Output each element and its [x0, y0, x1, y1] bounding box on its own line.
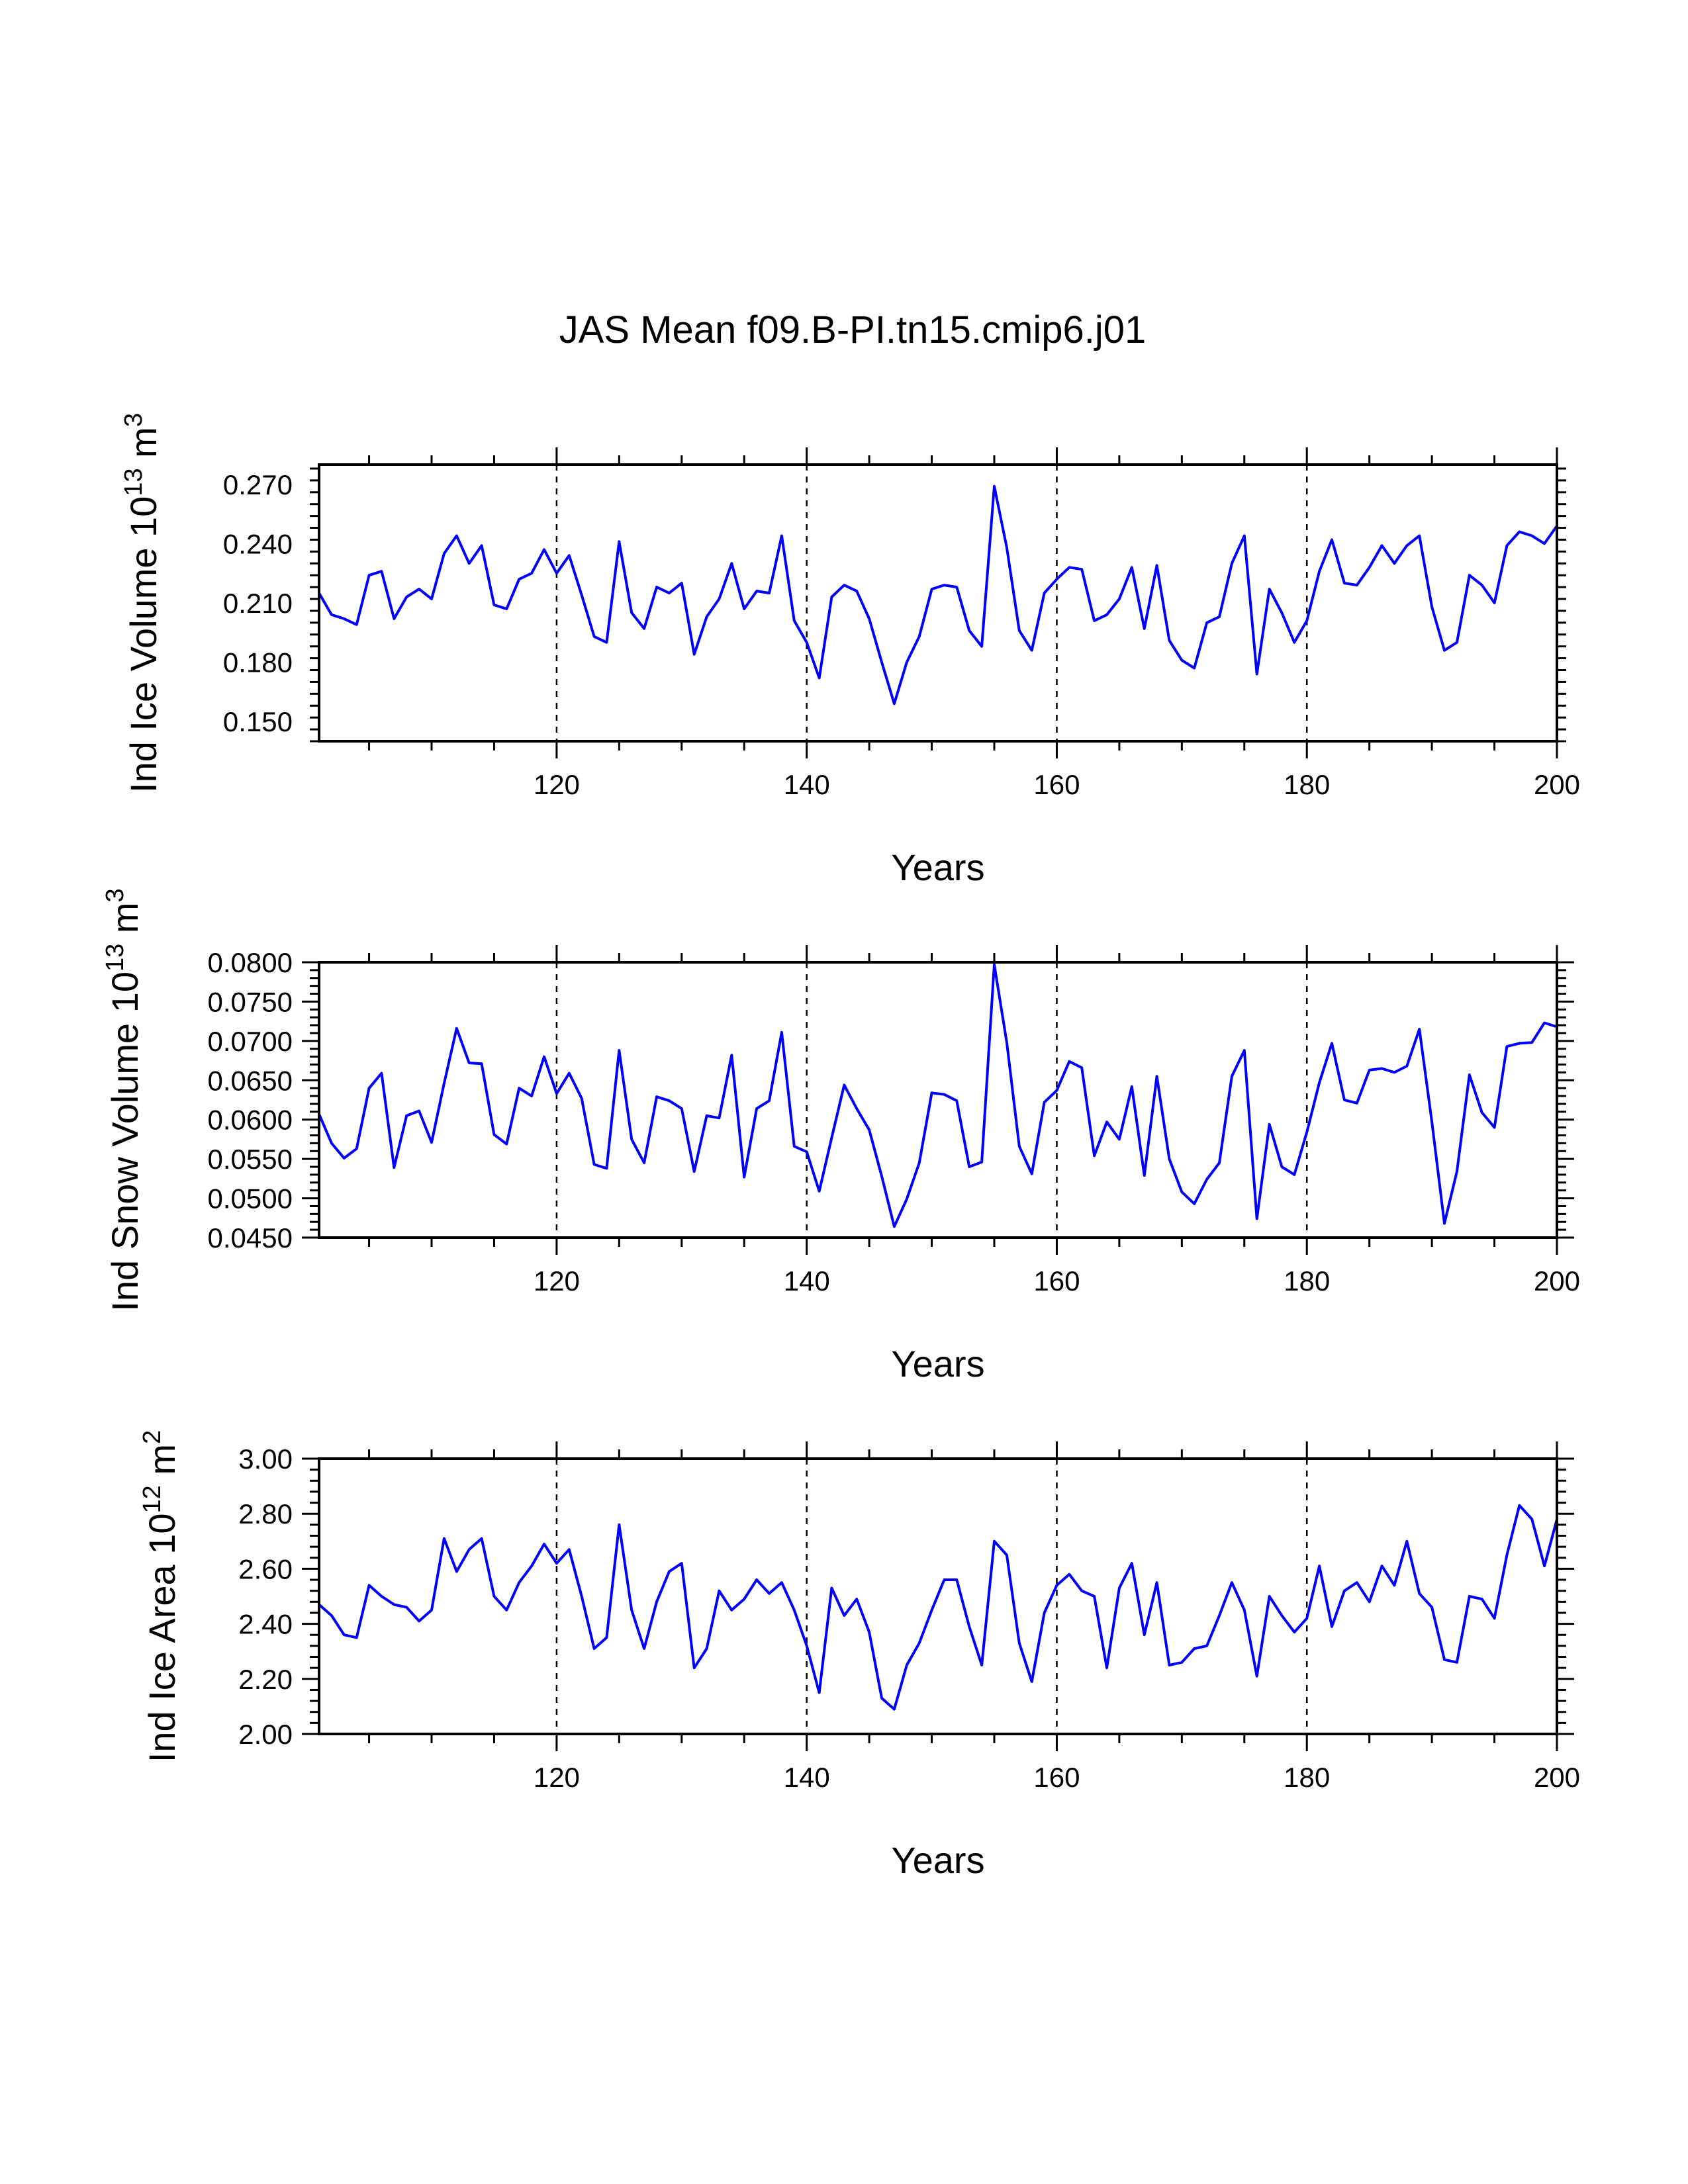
y-tick-label: 0.210	[223, 588, 293, 619]
grid-lines	[555, 465, 1308, 741]
x-tick-label: 180	[1284, 769, 1330, 800]
y-tick-label: 2.80	[238, 1498, 293, 1529]
y-tick-label: 0.0600	[208, 1105, 293, 1136]
x-axis-title: Years	[891, 846, 984, 888]
x-tick-label: 200	[1534, 769, 1580, 800]
plot-frame	[318, 463, 1558, 743]
x-tick-label: 200	[1534, 1265, 1580, 1297]
figure-title: JAS Mean f09.B-PI.tn15.cmip6.j01	[559, 308, 1147, 351]
series-line-ice-volume	[318, 484, 1558, 705]
y-axis-title: Ind Ice Area 1012 m2	[138, 1430, 183, 1762]
tick-marks	[302, 945, 1574, 1255]
y-tick-label: 0.180	[223, 647, 293, 678]
grid-lines	[555, 1459, 1308, 1734]
plot-frame	[318, 961, 1558, 1239]
x-tick-label: 180	[1284, 1265, 1330, 1297]
y-tick-label: 0.240	[223, 528, 293, 559]
y-tick-label: 0.0550	[208, 1144, 293, 1175]
x-tick-label: 180	[1284, 1762, 1330, 1793]
y-tick-label: 0.0700	[208, 1026, 293, 1057]
y-tick-label: 0.0750	[208, 986, 293, 1017]
x-tick-label: 140	[784, 1265, 830, 1297]
series-line-ice-area	[318, 1504, 1558, 1711]
x-tick-label: 140	[784, 1762, 830, 1793]
y-tick-labels: 0.150 0.180 0.210 0.240 0.270	[223, 469, 293, 737]
y-tick-label: 0.270	[223, 469, 293, 500]
y-tick-labels: 2.00 2.20 2.40 2.60 2.80 3.00	[238, 1443, 293, 1750]
y-axis-title: Ind Snow Volume 1013 m3	[101, 888, 146, 1311]
series-line-snow-volume	[318, 963, 1558, 1228]
y-tick-label: 0.0800	[208, 947, 293, 978]
grid-lines	[555, 962, 1308, 1238]
tick-marks	[310, 447, 1566, 758]
panel-ice-volume: 0.150 0.180 0.210 0.240 0.270 120 140 160 180 20…	[120, 413, 1580, 888]
y-tick-label: 2.60	[238, 1553, 293, 1584]
y-tick-label: 2.40	[238, 1609, 293, 1640]
x-tick-label: 160	[1033, 769, 1080, 800]
y-tick-labels: 0.0450 0.0500 0.0550 0.0600 0.0650 0.0700 0.07…	[208, 947, 293, 1253]
panel-snow-volume: 0.0450 0.0500 0.0550 0.0600 0.0650 0.0700 0.07…	[101, 888, 1580, 1385]
x-axis-title: Years	[891, 1343, 984, 1385]
y-tick-label: 2.20	[238, 1664, 293, 1695]
y-tick-label: 0.0450	[208, 1222, 293, 1253]
y-tick-label: 0.0650	[208, 1065, 293, 1096]
x-tick-label: 200	[1534, 1762, 1580, 1793]
y-tick-label: 2.00	[238, 1719, 293, 1750]
x-tick-labels: 120 140 160 180 200	[534, 1762, 1580, 1793]
tick-marks	[302, 1441, 1574, 1751]
y-tick-label: 3.00	[238, 1443, 293, 1475]
plot-frame	[318, 1457, 1558, 1735]
x-tick-label: 120	[534, 1762, 580, 1793]
x-tick-label: 160	[1033, 1762, 1080, 1793]
x-tick-label: 160	[1033, 1265, 1080, 1297]
x-tick-labels: 120 140 160 180 200	[534, 1265, 1580, 1297]
y-tick-label: 0.150	[223, 706, 293, 737]
x-tick-label: 120	[534, 1265, 580, 1297]
x-axis-title: Years	[891, 1839, 984, 1881]
x-tick-labels: 120 140 160 180 200	[534, 769, 1580, 800]
x-tick-label: 120	[534, 769, 580, 800]
y-tick-label: 0.0500	[208, 1183, 293, 1214]
y-axis-title: Ind Ice Volume 1013 m3	[120, 413, 164, 793]
panel-ice-area: 2.00 2.20 2.40 2.60 2.80 3.00 120 140 160 180 200…	[138, 1430, 1580, 1881]
x-tick-label: 140	[784, 769, 830, 800]
